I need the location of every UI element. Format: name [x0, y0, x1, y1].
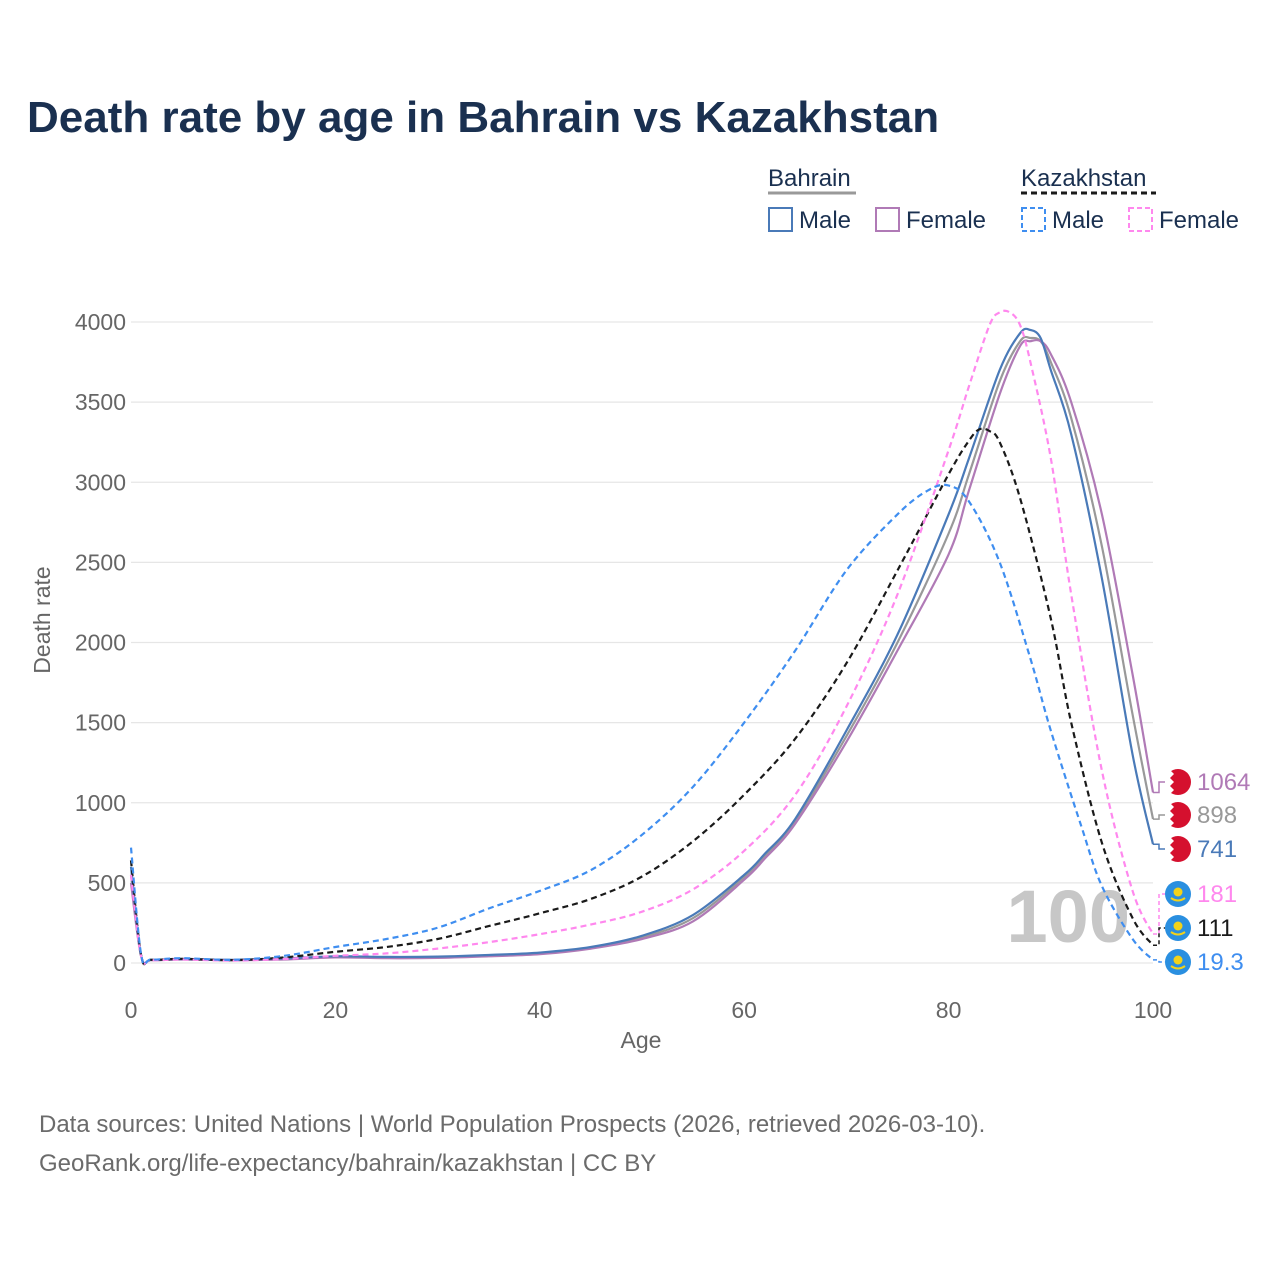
bahrain-flag-serration	[1165, 837, 1174, 861]
end-label-bahrain-male: 741	[1153, 836, 1237, 863]
x-tick-label-0: 0	[125, 997, 138, 1023]
end-value-label: 111	[1197, 915, 1233, 942]
series-line-kaz-total	[129, 427, 1154, 966]
legend: Bahrain Male Female Kazakhstan Male Fema…	[768, 165, 1239, 234]
legend-kazakhstan-female-swatch[interactable]	[1128, 207, 1153, 232]
footer-sources: Data sources: United Nations | World Pop…	[39, 1111, 985, 1138]
end-label-connector	[1153, 893, 1165, 935]
series-line-bahrain-total	[129, 335, 1155, 965]
y-tick-label-1000: 1000	[75, 790, 126, 816]
x-tick-label-40: 40	[527, 997, 553, 1023]
series-line-bahrain-female	[129, 338, 1155, 965]
series-lines	[129, 309, 1155, 966]
kazakhstan-flag-sun	[1173, 887, 1183, 897]
footer-link[interactable]: GeoRank.org/life-expectancy/bahrain/kaza…	[39, 1150, 656, 1177]
series-line-kaz-male	[129, 483, 1154, 966]
end-label-connector	[1153, 781, 1165, 794]
legend-group-kazakhstan-label: Kazakhstan	[1021, 165, 1146, 192]
end-label-kaz-male: 19.3	[1153, 949, 1244, 976]
kazakhstan-flag-eagle	[1170, 931, 1186, 936]
y-axis-label: Death rate	[29, 566, 55, 673]
end-label-bahrain-female: 1064	[1153, 769, 1250, 796]
kazakhstan-flag-eagle	[1170, 897, 1186, 902]
bahrain-flag-serration	[1165, 803, 1174, 827]
legend-kazakhstan-male-label[interactable]: Male	[1052, 207, 1104, 234]
legend-group-kazakhstan: Kazakhstan Male Female	[1021, 165, 1239, 234]
series-line-kaz-female	[129, 309, 1154, 965]
legend-kazakhstan-female-label[interactable]: Female	[1159, 207, 1239, 234]
gridlines	[131, 321, 1153, 964]
x-tick-label-100: 100	[1134, 997, 1172, 1023]
end-labels: 1064 898 741 181 111 19.3	[1153, 769, 1250, 976]
end-label-connector	[1153, 959, 1165, 963]
series-line-bahrain-male	[129, 327, 1155, 965]
end-label-connector	[1153, 843, 1165, 850]
y-axis-ticks: 0 500 1000 1500 2000 2500 3000 3500 4000	[75, 309, 126, 976]
y-tick-label-4000: 4000	[75, 309, 126, 335]
legend-bahrain-female-swatch[interactable]	[875, 207, 900, 232]
end-label-bahrain-total: 898	[1153, 802, 1237, 829]
kazakhstan-flag-sun	[1173, 921, 1183, 931]
end-label-kaz-total: 111	[1153, 915, 1233, 946]
end-label-connector	[1153, 927, 1165, 946]
y-tick-label-1500: 1500	[75, 710, 126, 736]
chart-title: Death rate by age in Bahrain vs Kazakhst…	[27, 93, 939, 142]
y-tick-label-2500: 2500	[75, 549, 126, 575]
end-value-label: 19.3	[1197, 949, 1244, 976]
end-label-connector	[1153, 814, 1165, 820]
legend-group-bahrain-label: Bahrain	[768, 165, 851, 192]
end-value-label: 1064	[1197, 769, 1250, 796]
y-tick-label-2000: 2000	[75, 630, 126, 656]
y-tick-label-3000: 3000	[75, 469, 126, 495]
x-tick-label-60: 60	[731, 997, 757, 1023]
end-label-kaz-female: 181	[1153, 881, 1237, 935]
end-value-label: 898	[1197, 802, 1237, 829]
age-watermark: 100	[1007, 875, 1130, 958]
legend-bahrain-male-label[interactable]: Male	[799, 207, 851, 234]
kazakhstan-flag-sun	[1173, 955, 1183, 965]
end-value-label: 741	[1197, 836, 1237, 863]
x-tick-label-20: 20	[323, 997, 349, 1023]
y-tick-label-500: 500	[88, 870, 126, 896]
legend-kazakhstan-male-swatch[interactable]	[1021, 207, 1046, 232]
legend-bahrain-female-label[interactable]: Female	[906, 207, 986, 234]
legend-bahrain-male-swatch[interactable]	[768, 207, 793, 232]
y-tick-label-0: 0	[113, 950, 126, 976]
x-axis-label: Age	[621, 1027, 662, 1053]
kazakhstan-flag-eagle	[1170, 965, 1186, 970]
y-tick-label-3500: 3500	[75, 389, 126, 415]
x-tick-label-80: 80	[936, 997, 962, 1023]
end-value-label: 181	[1197, 881, 1237, 908]
x-axis-ticks: 0 20 40 60 80 100	[125, 997, 1173, 1023]
legend-group-bahrain: Bahrain Male Female	[768, 165, 986, 234]
bahrain-flag-serration	[1165, 770, 1174, 794]
